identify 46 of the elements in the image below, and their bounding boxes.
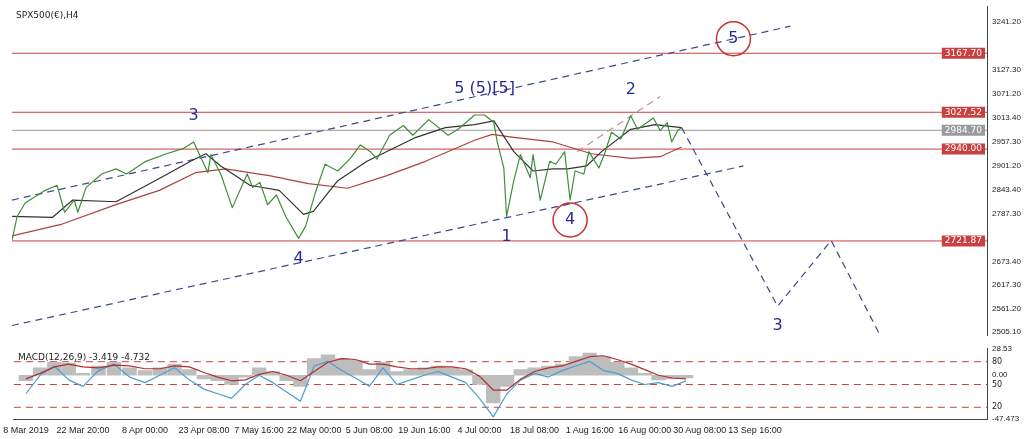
x-tick-label: 16 Aug 00:00 — [618, 425, 672, 436]
annotation: 3 — [772, 315, 783, 335]
annotation: 5 — [728, 27, 739, 47]
x-tick-label: 23 Apr 08:00 — [178, 425, 230, 436]
y-tick-label: 2561.20 — [992, 303, 1022, 313]
x-tick-label: 19 Jun 16:00 — [398, 425, 451, 436]
x-tick-label: 7 May 16:00 — [234, 425, 284, 436]
annotation: 4 — [565, 209, 576, 229]
chart-title: SPX500(€),H4 — [16, 9, 79, 20]
x-tick-label: 4 Jul 00:00 — [457, 425, 502, 436]
y-tick-label: 3241.20 — [992, 17, 1022, 27]
y-tick-label: 2901.20 — [992, 160, 1022, 170]
annotation: 1 — [501, 225, 512, 245]
x-tick-label: 18 Jul 08:00 — [510, 425, 560, 436]
ref-line-label: 2721.87 — [944, 235, 982, 246]
y2-tick-label: 50 — [992, 379, 1003, 389]
y2-tick-label: 80 — [992, 356, 1003, 366]
y-tick-label: 2957.30 — [992, 137, 1022, 147]
y-tick-label: 2505.10 — [992, 327, 1022, 337]
x-tick-label: 22 Mar 20:00 — [56, 425, 110, 436]
ref-line-label: 3027.52 — [944, 106, 982, 117]
y-tick-label: 3127.30 — [992, 65, 1022, 75]
y-tick-label: 2617.30 — [992, 280, 1022, 290]
y2-tick-label: 20 — [992, 402, 1003, 412]
ref-line-label: 2940.00 — [944, 143, 983, 154]
y-tick-label: 28.53 — [992, 344, 1013, 353]
y-tick-label: -47.473 — [992, 414, 1020, 424]
y-tick-label: 2843.40 — [992, 184, 1022, 194]
x-tick-label: 5 Jun 08:00 — [345, 425, 393, 436]
ref-line-label: 3167.70 — [944, 47, 983, 58]
y-tick-label: 3013.40 — [992, 113, 1022, 123]
x-tick-label: 8 Mar 2019 — [3, 425, 49, 436]
chart-title: MACD(12,26,9) -3.419 -4.732 — [17, 351, 151, 362]
y-tick-label: 0.00 — [992, 370, 1009, 380]
x-tick-label: 30 Aug 08:00 — [673, 425, 727, 436]
ref-line-label: 2984.70 — [944, 124, 983, 135]
annotation: 2 — [625, 79, 636, 98]
x-tick-label: 8 Apr 00:00 — [122, 425, 169, 436]
x-tick-label: 1 Aug 16:00 — [565, 425, 614, 436]
x-tick-label: 22 May 00:00 — [286, 425, 342, 436]
annotation: 4 — [293, 247, 304, 267]
annotation: 5 (5)[5] — [454, 78, 515, 98]
y-tick-label: 3071.20 — [992, 89, 1022, 99]
y-tick-label: 2673.40 — [992, 256, 1022, 266]
x-tick-label: 13 Sep 16:00 — [728, 425, 782, 436]
y-tick-label: 2787.30 — [992, 208, 1022, 218]
